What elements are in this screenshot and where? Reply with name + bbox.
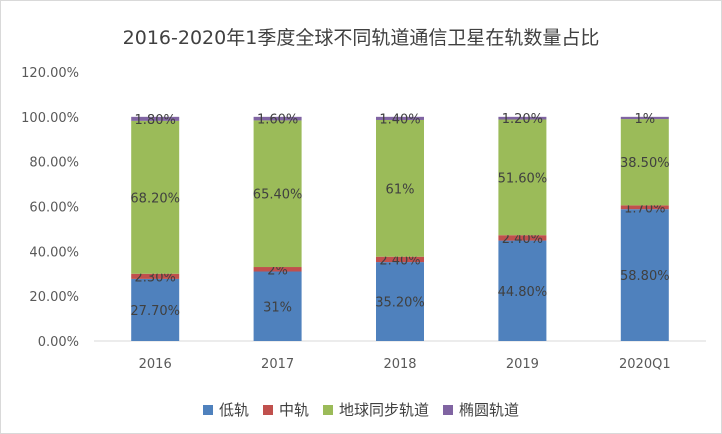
data-label: 61% xyxy=(386,182,415,197)
data-label: 31% xyxy=(263,300,292,315)
y-tick-label: 100.00% xyxy=(21,111,79,126)
bar-segment xyxy=(376,256,424,263)
legend-label: 中轨 xyxy=(278,401,309,419)
bar-segment xyxy=(620,209,669,341)
bar-segment xyxy=(498,116,547,120)
y-tick-label: 80.00% xyxy=(29,156,79,171)
data-label: 2.30% xyxy=(135,270,176,285)
legend-swatch xyxy=(323,404,333,415)
x-tick-label: 2018 xyxy=(383,357,416,372)
data-label: 38.50% xyxy=(620,156,670,171)
bar-segment xyxy=(498,235,547,241)
x-tick-label: 2016 xyxy=(139,357,172,372)
data-label: 65.40% xyxy=(253,188,303,203)
bar-segment xyxy=(620,119,669,206)
legend-item: 中轨 xyxy=(262,399,309,420)
x-tick-label: 2017 xyxy=(261,357,294,372)
data-label: 68.20% xyxy=(130,191,180,206)
legend-label: 椭圆轨道 xyxy=(459,401,520,419)
bar-segment xyxy=(253,267,302,272)
data-label: 51.60% xyxy=(498,171,548,186)
legend-item: 地球同步轨道 xyxy=(323,399,429,420)
y-tick-label: 60.00% xyxy=(29,201,79,216)
y-tick-label: 40.00% xyxy=(29,245,79,260)
bar-segment xyxy=(620,116,669,120)
bar-segment xyxy=(253,271,302,341)
bar-segment xyxy=(376,119,424,257)
bar-segment xyxy=(498,119,547,236)
bar-segment xyxy=(253,120,302,268)
x-tick-label: 2019 xyxy=(506,357,539,372)
data-label: 27.70% xyxy=(130,304,180,319)
bar-segment xyxy=(376,116,424,120)
bar-segment xyxy=(131,116,180,121)
bar-segment xyxy=(131,278,180,341)
legend-swatch xyxy=(262,404,273,415)
stacked-bar-chart: 0.00% 20.00% 40.00% 60.00% 80.00% 100.00% 120.… xyxy=(21,66,706,372)
y-tick-label: 120.00% xyxy=(21,66,79,81)
bar-segment xyxy=(131,273,180,279)
legend-swatch xyxy=(202,404,213,415)
x-tick-label: 2020Q1 xyxy=(619,357,671,372)
bar-segment xyxy=(376,262,424,341)
legend-swatch xyxy=(443,404,454,415)
data-label: 1.60% xyxy=(257,113,298,128)
bar-segment xyxy=(498,240,547,341)
legend-item: 椭圆轨道 xyxy=(443,399,519,420)
data-label: 1.80% xyxy=(135,113,176,128)
data-label: 44.80% xyxy=(498,285,548,300)
y-tick-label: 0.00% xyxy=(38,335,79,350)
legend-label: 地球同步轨道 xyxy=(339,401,430,419)
bar-segment xyxy=(620,205,669,210)
legend: 低轨 中轨 地球同步轨道 椭圆轨道 xyxy=(1,399,721,420)
data-label: 2.40% xyxy=(379,253,420,268)
legend-item: 低轨 xyxy=(202,399,249,420)
legend-label: 低轨 xyxy=(218,401,249,419)
y-tick-label: 20.00% xyxy=(29,290,79,305)
data-label: 35.20% xyxy=(375,296,425,311)
data-label: 2.40% xyxy=(502,232,543,247)
bar-segment xyxy=(131,120,180,274)
data-label: 1% xyxy=(634,112,655,127)
data-label: 1.40% xyxy=(379,112,420,127)
data-label: 58.80% xyxy=(620,269,670,284)
data-label: 1.20% xyxy=(502,112,543,127)
chart-title: 2016-2020年1季度全球不同轨道通信卫星在轨数量占比 xyxy=(122,27,600,49)
bar-segment xyxy=(253,116,302,121)
